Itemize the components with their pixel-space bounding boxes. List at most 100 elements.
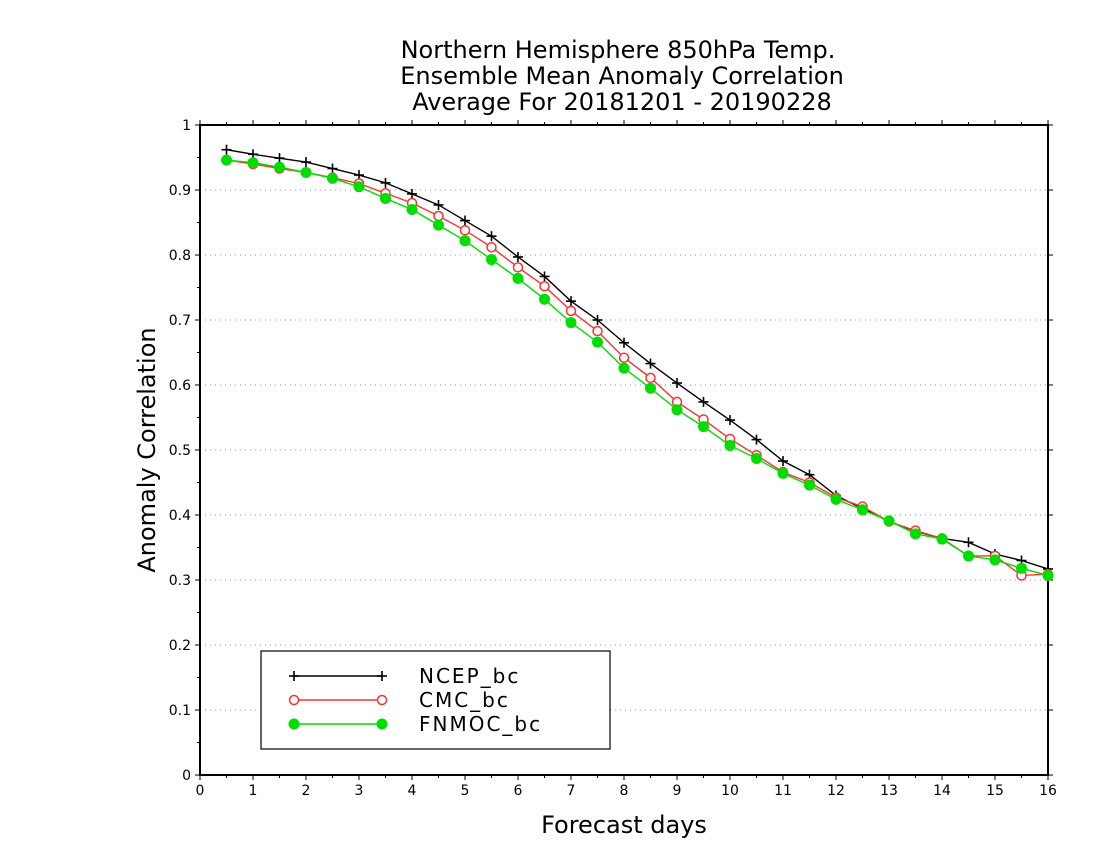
- y-tick-label: 0.2: [169, 638, 191, 654]
- x-tick-label: 3: [355, 783, 364, 799]
- data-point-fnmoc-bc: [406, 204, 418, 215]
- data-point-fnmoc-bc: [1016, 562, 1027, 574]
- data-point-fnmoc-bc: [433, 219, 444, 231]
- data-point-ncep-bc: [513, 251, 523, 262]
- x-tick-label: 2: [302, 783, 311, 799]
- data-point-fnmoc-bc: [751, 452, 762, 464]
- x-tick-label: 16: [1039, 783, 1057, 799]
- data-series: [221, 144, 1054, 581]
- legend-marker-right-fnmoc-bc: [376, 718, 388, 730]
- data-point-fnmoc-bc: [645, 382, 656, 394]
- data-point-fnmoc-bc: [221, 154, 232, 166]
- y-tick-label: 0.3: [169, 573, 191, 589]
- data-point-fnmoc-bc: [724, 439, 736, 451]
- chart-title-line-2: Ensemble Mean Anomaly Correlation: [400, 62, 844, 90]
- series-line-ncep-bc: [226, 149, 1049, 570]
- x-tick-label: 7: [567, 783, 576, 799]
- data-point-fnmoc-bc: [883, 515, 895, 527]
- chart-title-line-1: Northern Hemisphere 850hPa Temp.: [401, 36, 836, 64]
- y-tick-label: 0.1: [169, 703, 191, 719]
- data-point-fnmoc-bc: [1042, 569, 1054, 581]
- data-point-fnmoc-bc: [327, 172, 338, 184]
- data-point-ncep-bc: [460, 215, 470, 226]
- x-tick-label: 5: [461, 783, 470, 799]
- legend-marker-right-cmc-bc: [376, 694, 388, 706]
- chart-title-line-3: Average For 20181201 - 20190228: [412, 88, 832, 116]
- x-tick-label: 6: [514, 783, 523, 799]
- data-point-cmc-bc: [565, 305, 577, 317]
- legend-label-cmc-bc: CMC_bc: [419, 688, 510, 712]
- data-point-ncep-bc: [433, 199, 444, 210]
- grid-lines: [200, 189, 1048, 711]
- data-point-fnmoc-bc: [857, 504, 868, 516]
- data-point-cmc-bc: [645, 372, 656, 384]
- data-point-fnmoc-bc: [274, 161, 285, 173]
- legend-marker-left-fnmoc-bc: [288, 718, 300, 730]
- x-tick-label: 14: [933, 783, 951, 799]
- data-point-cmc-bc: [618, 352, 630, 363]
- data-point-cmc-bc: [486, 241, 497, 253]
- x-tick-label: 1: [249, 783, 258, 799]
- data-point-fnmoc-bc: [618, 362, 630, 374]
- data-point-fnmoc-bc: [380, 192, 391, 204]
- data-point-ncep-bc: [274, 153, 285, 164]
- x-tick-label: 4: [408, 783, 417, 799]
- x-tick-label: 8: [620, 783, 629, 799]
- data-point-fnmoc-bc: [698, 421, 709, 433]
- data-point-ncep-bc: [698, 396, 709, 407]
- data-point-fnmoc-bc: [804, 479, 815, 491]
- data-point-fnmoc-bc: [910, 528, 921, 540]
- data-point-fnmoc-bc: [830, 493, 842, 505]
- data-point-fnmoc-bc: [353, 181, 365, 193]
- data-point-ncep-bc: [592, 315, 603, 325]
- x-tick-label: 10: [721, 783, 739, 799]
- data-point-fnmoc-bc: [989, 554, 1001, 566]
- y-tick-label: 0: [182, 768, 191, 784]
- data-point-cmc-bc: [592, 325, 603, 337]
- data-point-cmc-bc: [433, 210, 444, 222]
- legend-marker-left-ncep-bc: [289, 671, 299, 681]
- data-point-fnmoc-bc: [512, 272, 524, 284]
- data-point-ncep-bc: [221, 144, 232, 155]
- legend-label-ncep-bc: NCEP_bc: [419, 664, 520, 688]
- series-line-cmc-bc: [226, 159, 1049, 577]
- data-point-fnmoc-bc: [777, 467, 789, 479]
- data-point-cmc-bc: [539, 280, 550, 292]
- data-point-ncep-bc: [380, 177, 391, 188]
- data-point-cmc-bc: [459, 225, 471, 236]
- data-point-fnmoc-bc: [300, 166, 312, 178]
- series-ncep-bc: [221, 144, 1053, 574]
- data-point-ncep-bc: [327, 163, 338, 174]
- chart-title: Northern Hemisphere 850hPa Temp. Ensembl…: [400, 36, 844, 116]
- y-tick-label: 0.5: [169, 443, 191, 459]
- y-tick-label: 0.9: [169, 183, 191, 199]
- data-point-fnmoc-bc: [671, 404, 683, 416]
- y-tick-label: 1: [182, 118, 191, 134]
- x-tick-label: 9: [673, 783, 682, 799]
- y-tick-label: 0.8: [169, 248, 191, 264]
- data-point-ncep-bc: [778, 456, 788, 467]
- y-tick-label: 0.4: [169, 508, 191, 524]
- y-tick-label: 0.7: [169, 313, 191, 329]
- data-point-ncep-bc: [963, 537, 974, 548]
- data-point-fnmoc-bc: [936, 533, 948, 545]
- data-point-fnmoc-bc: [459, 235, 471, 247]
- data-point-ncep-bc: [751, 434, 762, 445]
- data-point-fnmoc-bc: [486, 254, 497, 266]
- data-point-ncep-bc: [566, 296, 576, 307]
- data-point-ncep-bc: [539, 271, 550, 282]
- legend-marker-left-cmc-bc: [288, 694, 300, 706]
- data-point-ncep-bc: [672, 378, 682, 389]
- data-point-ncep-bc: [725, 415, 735, 426]
- data-point-ncep-bc: [301, 157, 311, 168]
- data-point-fnmoc-bc: [963, 550, 974, 562]
- data-point-cmc-bc: [512, 262, 524, 273]
- axes: 00.10.20.30.40.50.60.70.80.910 1 2 3 4 5 6 7 8 9 1…: [169, 118, 1057, 799]
- data-point-fnmoc-bc: [539, 293, 550, 305]
- series-cmc-bc: [221, 154, 1054, 581]
- data-point-ncep-bc: [407, 188, 417, 199]
- x-tick-label: 0: [196, 783, 205, 799]
- data-point-fnmoc-bc: [247, 157, 259, 169]
